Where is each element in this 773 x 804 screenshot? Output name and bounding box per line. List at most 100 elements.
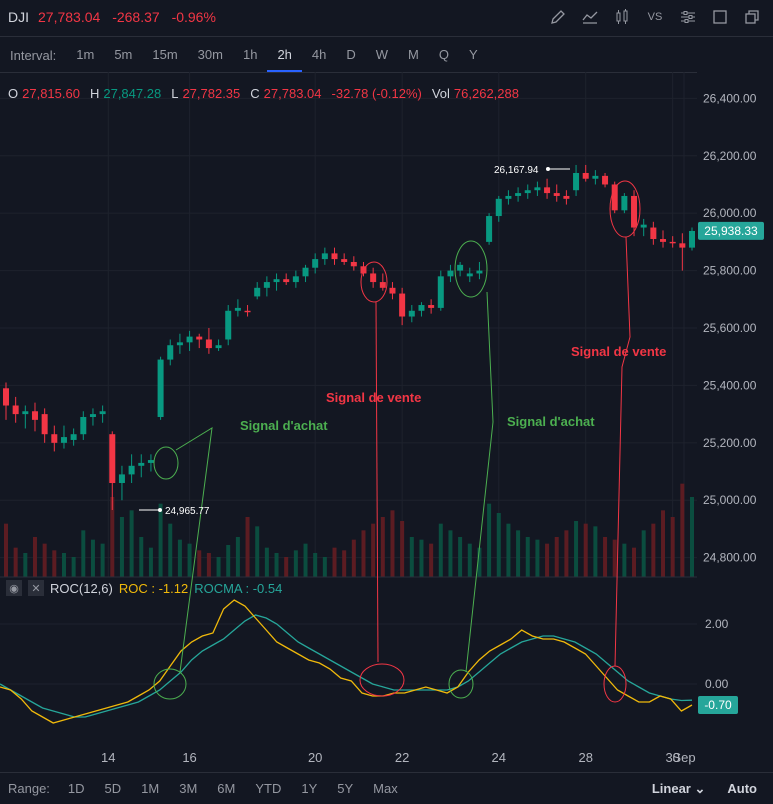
range-1d[interactable]: 1D xyxy=(67,781,85,796)
volume-bar xyxy=(680,483,685,577)
volume-bar xyxy=(42,543,47,577)
candle-body xyxy=(205,339,212,349)
volume-bar xyxy=(516,530,521,577)
candle-body xyxy=(99,411,106,415)
interval-label: Interval: xyxy=(10,47,57,63)
interval-y[interactable]: Y xyxy=(469,47,478,62)
volume-bar xyxy=(535,539,540,577)
candle-body xyxy=(544,187,551,194)
fullscreen-icon[interactable] xyxy=(707,5,733,29)
volume-bar xyxy=(574,521,579,577)
interval-1m[interactable]: 1m xyxy=(76,47,95,62)
settings-sliders-icon[interactable] xyxy=(675,5,701,29)
sell-line-2 xyxy=(614,236,631,667)
volume-bar xyxy=(564,530,569,577)
volume-bar xyxy=(177,539,182,577)
scale-linear-button[interactable]: Linear ⌄ xyxy=(651,780,706,796)
roc-line xyxy=(0,599,693,724)
eye-icon[interactable]: ◉ xyxy=(6,580,22,596)
buy-signal-label-2: Signal d'achat xyxy=(507,414,595,429)
roc-grid xyxy=(0,576,697,685)
change-value: -32.78 (-0.12%) xyxy=(331,86,422,101)
copy-icon[interactable] xyxy=(739,5,765,29)
candle-body xyxy=(283,279,290,283)
volume-bar xyxy=(293,550,298,577)
volume-bar xyxy=(148,547,153,577)
volume-bar xyxy=(554,537,559,577)
rocma-value: ROCMA : -0.54 xyxy=(194,580,283,596)
volume-bar xyxy=(612,539,617,577)
interval-1h[interactable]: 1h xyxy=(242,47,258,62)
range-1y[interactable]: 1Y xyxy=(301,781,318,796)
volume-bar xyxy=(545,543,550,577)
auto-scale-button[interactable]: Auto xyxy=(727,780,757,796)
candle-body xyxy=(660,239,667,242)
candle-body xyxy=(186,336,193,343)
interval-q[interactable]: Q xyxy=(438,47,450,62)
indicator-name[interactable]: ROC(12,6) xyxy=(50,580,113,596)
interval-30m[interactable]: 30m xyxy=(197,47,223,62)
interval-w[interactable]: W xyxy=(375,47,389,62)
volume-bar xyxy=(496,513,501,577)
price-chart[interactable]: Signal d'achat Signal de vente Signal d'ac… xyxy=(0,72,773,772)
sell-circle-roc xyxy=(359,663,405,697)
symbol[interactable]: DJI xyxy=(8,9,29,25)
volume-bar xyxy=(651,523,656,577)
interval-5m[interactable]: 5m xyxy=(114,47,133,62)
candle-body xyxy=(244,310,251,313)
sell-circle-price-2 xyxy=(609,180,641,238)
range-max[interactable]: Max xyxy=(373,781,398,796)
candle-body xyxy=(22,411,29,415)
buy-circle-price-2 xyxy=(454,240,488,298)
rocma-line xyxy=(0,614,693,718)
time-tick-label: 20 xyxy=(308,750,322,765)
candle-body xyxy=(263,282,270,288)
pencil-icon[interactable] xyxy=(545,5,571,29)
interval-4h[interactable]: 4h xyxy=(311,47,327,62)
candle-body xyxy=(31,411,38,420)
candle-body xyxy=(80,416,87,435)
indicators-icon[interactable] xyxy=(577,5,603,29)
candle-body xyxy=(399,293,406,317)
candle-body xyxy=(128,465,135,475)
candle-body xyxy=(669,241,676,244)
volume-bar xyxy=(90,539,95,577)
price-axis[interactable]: 26,400.00 26,200.00 26,000.00 25,800.00 25,6… xyxy=(697,72,773,772)
interval-15m[interactable]: 15m xyxy=(152,47,178,62)
price-tick-label: 25,200.00 xyxy=(703,436,757,450)
candle-body xyxy=(631,195,638,228)
last-price-badge xyxy=(698,221,764,240)
candle-body xyxy=(147,460,154,463)
top-bar: DJI 27,783.04 -268.37 -0.96% VS xyxy=(0,0,773,37)
range-3m[interactable]: 3M xyxy=(179,781,198,796)
candles-icon[interactable] xyxy=(609,5,635,29)
range-1m[interactable]: 1M xyxy=(141,781,160,796)
volume-bar xyxy=(274,553,279,577)
volume-bar xyxy=(593,526,598,577)
range-6m[interactable]: 6M xyxy=(217,781,236,796)
candle-body xyxy=(689,230,695,248)
interval-2h[interactable]: 2h xyxy=(267,38,302,72)
candle-body xyxy=(389,287,396,294)
candle-body xyxy=(553,193,560,196)
close-icon[interactable]: ✕ xyxy=(28,580,44,596)
volume-bar xyxy=(525,537,530,577)
h-label: H xyxy=(89,86,100,101)
interval-m[interactable]: M xyxy=(408,47,419,62)
interval-d[interactable]: D xyxy=(346,47,356,62)
compare-button[interactable]: VS xyxy=(647,11,663,23)
range-ytd[interactable]: YTD xyxy=(255,781,282,796)
range-bar: Range: 1D 5D 1M 3M 6M YTD 1Y 5Y Max Line… xyxy=(0,772,773,804)
last-price-badge-label: 25,938.33 xyxy=(704,224,758,238)
volume-bar xyxy=(197,550,202,577)
range-5y[interactable]: 5Y xyxy=(337,781,354,796)
volume-bar xyxy=(438,523,443,577)
price-tick-label: 25,000.00 xyxy=(703,493,757,507)
buy-circle-price xyxy=(153,446,179,480)
range-5d[interactable]: 5D xyxy=(104,781,122,796)
volume-bar xyxy=(690,497,694,577)
volume-bar xyxy=(206,553,211,577)
time-tick-label: 28 xyxy=(578,750,592,765)
candle-body xyxy=(621,195,628,211)
